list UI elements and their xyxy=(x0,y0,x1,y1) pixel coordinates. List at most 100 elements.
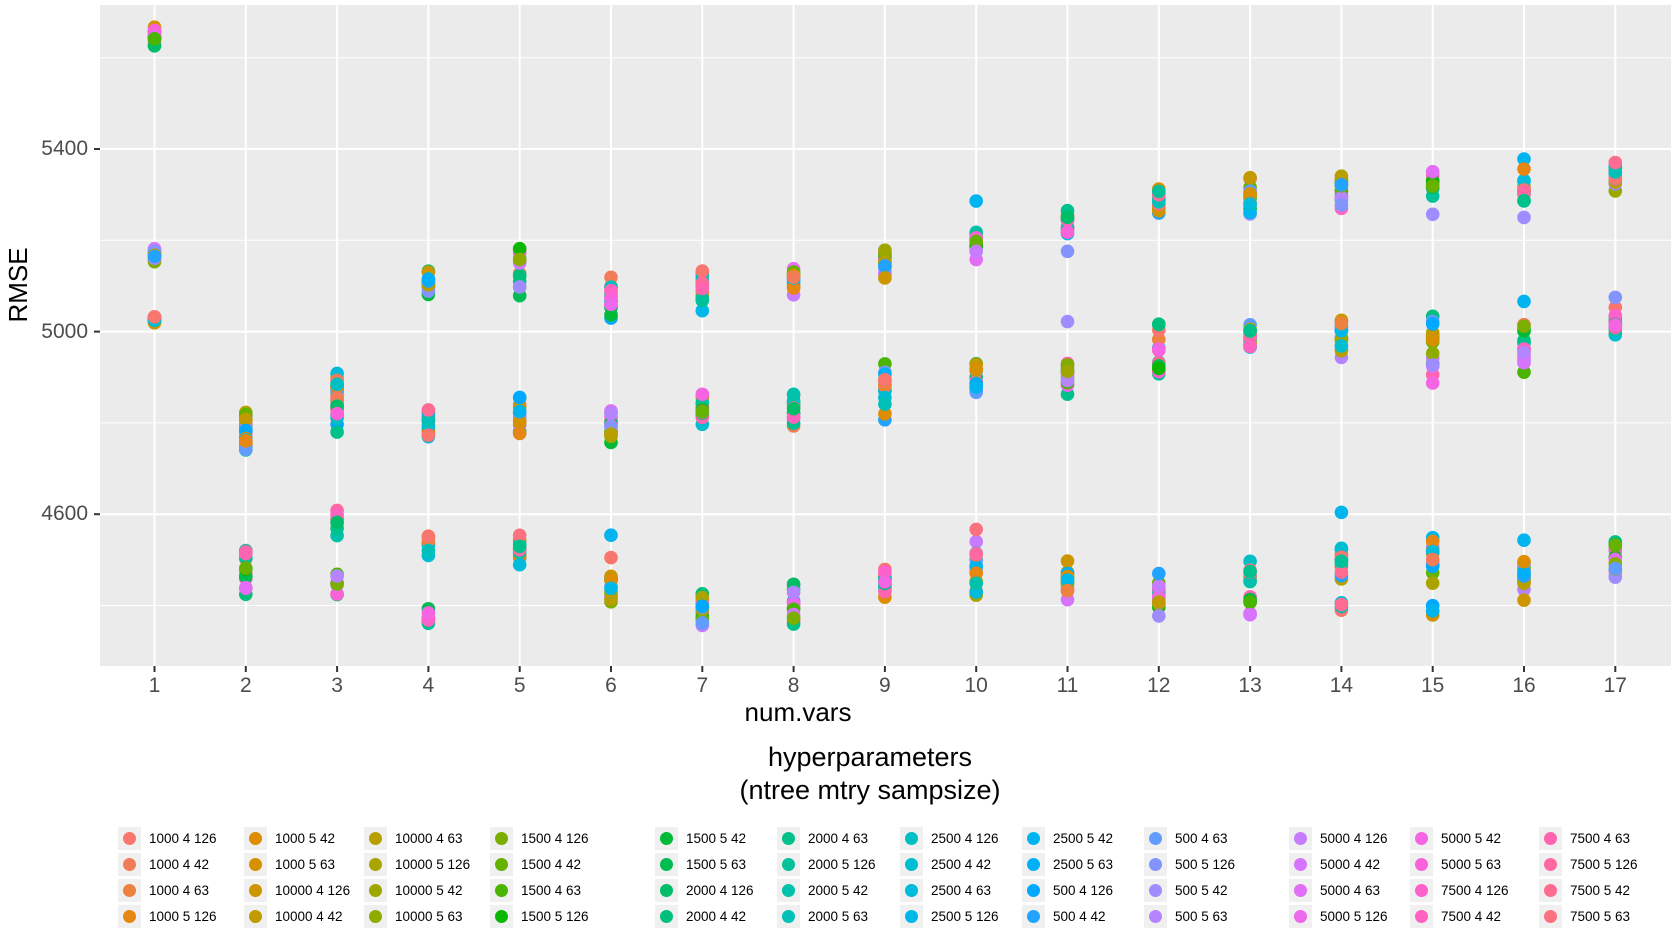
data-point xyxy=(512,414,527,429)
data-point xyxy=(330,515,344,530)
data-point xyxy=(878,243,892,257)
data-point xyxy=(878,259,892,273)
data-point-outlier xyxy=(1425,207,1440,222)
data-point xyxy=(421,606,436,620)
data-point xyxy=(786,585,801,600)
data-point-outlier xyxy=(1060,244,1075,259)
data-point xyxy=(147,32,162,46)
x-tick-label: 6 xyxy=(605,674,617,697)
data-point-outlier xyxy=(1517,152,1531,166)
data-point xyxy=(1517,565,1531,580)
data-point xyxy=(695,387,710,402)
data-point xyxy=(1060,210,1075,225)
x-tick-label: 1 xyxy=(148,674,161,697)
data-point xyxy=(239,580,253,595)
data-point xyxy=(1608,165,1623,179)
data-point xyxy=(1152,317,1166,331)
data-point xyxy=(1243,170,1257,185)
data-point xyxy=(1243,564,1257,579)
data-point xyxy=(1517,345,1531,360)
data-point xyxy=(1152,609,1166,623)
data-point xyxy=(1425,164,1440,179)
x-tick-label: 3 xyxy=(331,674,343,697)
data-point xyxy=(1243,607,1257,622)
x-tick-label: 9 xyxy=(879,674,891,697)
data-point xyxy=(1243,324,1257,338)
data-point xyxy=(512,557,527,572)
data-point-outlier xyxy=(1152,566,1166,581)
data-point xyxy=(421,428,436,443)
data-point xyxy=(512,241,527,256)
legend-subtitle: (ntree mtry sampsize) xyxy=(739,775,1001,805)
x-tick-label: 17 xyxy=(1603,674,1627,697)
x-tick-label: 10 xyxy=(964,674,988,697)
data-point xyxy=(1334,597,1349,612)
data-point xyxy=(969,546,983,561)
data-point xyxy=(878,565,892,579)
data-point xyxy=(1517,593,1531,607)
data-point xyxy=(1243,595,1257,610)
data-point xyxy=(1152,361,1166,376)
data-point xyxy=(1608,561,1623,576)
data-point xyxy=(786,401,801,416)
data-point xyxy=(1334,565,1349,579)
y-tick-label: 4600 xyxy=(41,502,88,526)
data-point xyxy=(1243,574,1257,589)
data-point xyxy=(239,433,253,448)
data-point xyxy=(1517,193,1531,208)
data-point xyxy=(512,404,527,419)
data-point xyxy=(1608,318,1623,332)
data-point xyxy=(1334,198,1349,212)
data-point xyxy=(1243,339,1257,354)
x-tick-label: 2 xyxy=(239,674,252,697)
data-point xyxy=(239,546,253,561)
data-point xyxy=(1517,319,1531,334)
data-point xyxy=(1608,155,1623,170)
data-point xyxy=(512,390,527,405)
data-point-outlier xyxy=(1517,533,1531,548)
data-point xyxy=(512,252,527,267)
data-point xyxy=(878,271,892,285)
data-point xyxy=(695,599,710,614)
data-point xyxy=(969,522,983,537)
data-point xyxy=(1060,554,1075,568)
data-point xyxy=(1152,579,1166,593)
x-tick-label: 11 xyxy=(1056,674,1079,697)
x-tick-label: 12 xyxy=(1147,674,1171,697)
data-point xyxy=(1334,339,1349,353)
x-tick-label: 16 xyxy=(1512,674,1536,697)
data-point xyxy=(878,575,892,589)
data-point xyxy=(695,303,710,318)
data-point xyxy=(695,616,710,630)
data-point xyxy=(1152,332,1166,347)
data-point xyxy=(1334,177,1349,192)
data-point xyxy=(878,397,892,411)
data-point xyxy=(1425,376,1440,390)
data-point xyxy=(969,534,983,549)
data-point xyxy=(1060,364,1075,379)
data-point xyxy=(512,539,527,554)
data-point xyxy=(969,566,983,580)
data-point xyxy=(239,561,253,575)
data-point xyxy=(421,272,436,286)
data-point xyxy=(1152,595,1166,609)
data-point xyxy=(695,293,710,308)
data-point-outlier xyxy=(604,550,618,565)
data-point xyxy=(878,372,892,387)
data-point xyxy=(604,308,618,322)
data-point xyxy=(1152,184,1166,199)
x-tick-label: 5 xyxy=(513,674,526,697)
x-tick-label: 4 xyxy=(422,674,435,697)
data-point xyxy=(1425,534,1440,549)
y-tick-label: 5000 xyxy=(41,319,88,343)
data-point xyxy=(786,281,801,295)
data-point xyxy=(969,380,983,394)
data-point xyxy=(969,234,983,249)
x-tick-label: 7 xyxy=(696,674,709,697)
data-point-outlier xyxy=(1517,162,1531,176)
data-point xyxy=(1060,583,1075,598)
x-tick-label: 8 xyxy=(787,674,800,697)
data-point xyxy=(330,569,344,583)
data-point xyxy=(1608,538,1623,553)
